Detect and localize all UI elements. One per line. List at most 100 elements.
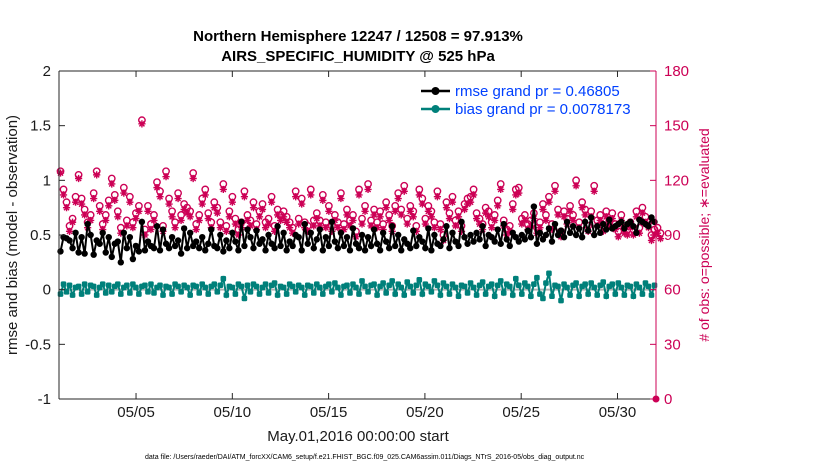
obs-evaluated-point: [373, 224, 381, 232]
rmse-point: [280, 229, 287, 237]
bias-point: [347, 290, 353, 296]
bias-point: [618, 284, 625, 291]
obs-evaluated-point: [497, 185, 505, 194]
obs-evaluated-point: [87, 216, 95, 225]
bias-point: [220, 275, 227, 282]
y-tick-label-right: 60: [664, 282, 681, 299]
rmse-point: [217, 231, 224, 239]
obs-evaluated-point: [177, 216, 185, 225]
bias-point: [455, 293, 462, 300]
obs-evaluated-point: [430, 224, 438, 232]
obs-evaluated-point: [96, 207, 104, 215]
obs-evaluated-point: [111, 196, 119, 204]
obs-evaluated-point: [59, 191, 68, 199]
obs-evaluated-point: [352, 233, 360, 241]
obs-evaluated-point: [240, 193, 249, 201]
rmse-point: [385, 244, 393, 252]
bias-point: [621, 292, 628, 298]
legend: rmse grand pr = 0.46805 bias grand pr = …: [414, 80, 654, 122]
bias-point: [241, 295, 248, 302]
obs-evaluated-point: [138, 120, 146, 128]
obs-evaluated-point: [132, 215, 140, 223]
obs-evaluated-point: [168, 213, 176, 221]
rmse-point: [322, 233, 330, 241]
obs-evaluated-point: [274, 211, 282, 219]
rmse-point: [274, 223, 281, 230]
obs-evaluated-point: [153, 184, 161, 192]
rmse-point: [180, 225, 188, 232]
obs-evaluated-point: [78, 200, 86, 208]
bias-point: [549, 293, 555, 300]
rmse-point: [120, 229, 128, 237]
rmse-point: [66, 237, 73, 244]
rmse-point: [503, 236, 510, 243]
obs-evaluated-point: [554, 211, 562, 219]
bias-point: [157, 282, 163, 289]
bias-point: [81, 281, 88, 287]
bias-point: [75, 283, 82, 290]
bias-point: [479, 279, 486, 285]
rmse-point: [316, 226, 324, 233]
rmse-point: [90, 251, 97, 258]
bias-point: [307, 283, 314, 290]
bias-point: [645, 283, 652, 290]
obs-evaluated-point: [90, 194, 98, 203]
rmse-point: [575, 225, 583, 232]
bias-point: [374, 292, 380, 298]
rmse-point: [307, 229, 314, 237]
bias-point: [202, 284, 209, 291]
obs-evaluated-point: [578, 204, 586, 212]
bias-point: [419, 291, 426, 297]
obs-evaluated-point: [192, 225, 200, 234]
rmse-point: [57, 248, 64, 255]
bias-point: [238, 283, 245, 290]
bias-point: [193, 283, 199, 290]
obs-evaluated-point: [313, 215, 321, 223]
rmse-point: [458, 218, 465, 226]
rmse-point: [524, 227, 532, 234]
rmse-point: [391, 242, 399, 250]
rmse-point: [196, 244, 203, 252]
obs-evaluated-point: [599, 227, 607, 235]
bias-point: [353, 284, 359, 291]
rmse-point: [337, 229, 345, 237]
obs-evaluated-point: [277, 216, 285, 225]
bias-point: [184, 284, 190, 291]
bias-point: [494, 282, 501, 289]
rmse-point: [521, 236, 529, 243]
rmse-point: [603, 226, 610, 233]
obs-evaluated-point: [283, 218, 291, 226]
obs-evaluated-point: [545, 198, 553, 206]
rmse-point: [87, 231, 94, 239]
rmse-point: [202, 247, 209, 254]
obs-evaluated-point: [129, 224, 137, 232]
rmse-point: [606, 216, 613, 223]
rmse-point: [473, 229, 480, 237]
obs-evaluated-point: [638, 209, 647, 217]
bias-point: [528, 293, 534, 300]
rmse-point: [600, 220, 607, 228]
rmse-point: [584, 227, 592, 234]
rmse-point: [597, 229, 604, 237]
y-tick-label-right: 30: [664, 336, 681, 353]
bias-point: [320, 291, 326, 297]
legend-bias-marker: [431, 105, 440, 113]
rmse-point: [497, 240, 504, 247]
bias-point: [148, 281, 154, 287]
obs-evaluated-point: [292, 193, 300, 201]
rmse-point: [572, 231, 580, 239]
rmse-point: [379, 229, 387, 237]
obs-evaluated-point: [108, 180, 116, 188]
obs-evaluated-point: [391, 207, 399, 215]
obs-evaluated-point: [307, 191, 315, 199]
legend-box: [414, 80, 654, 122]
bias-point: [497, 278, 504, 284]
obs-evaluated-point: [195, 216, 203, 225]
rmse-point: [232, 238, 239, 245]
bias-point: [317, 284, 323, 291]
bias-point: [232, 291, 239, 297]
bias-point: [256, 291, 263, 297]
obs-evaluated-point: [518, 220, 526, 228]
bias-point: [127, 290, 133, 296]
rmse-point: [265, 231, 272, 239]
